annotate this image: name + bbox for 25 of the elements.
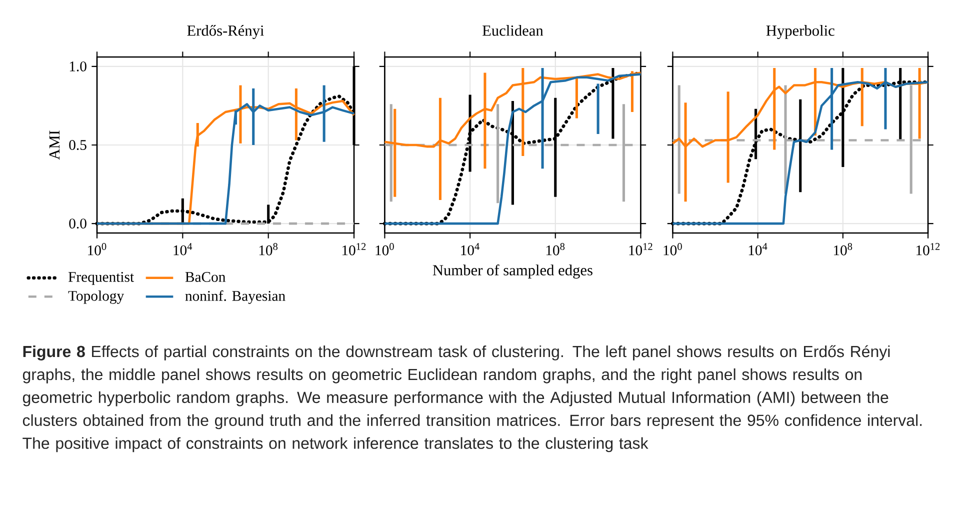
x-tick-label: 10$^{12}$: [916, 243, 940, 256]
x-tick-label: 10$^{0}$: [376, 243, 394, 256]
legend-label: BaCon: [185, 272, 226, 282]
legend-label: Frequentist: [68, 272, 134, 285]
chart-title: Erdős-Rényi: [187, 25, 264, 39]
x-tick-label: 10$^{8}$: [259, 243, 278, 256]
text: Figure 8 Effects of partial constraints on the downstream task of clustering. The left panel shows results on Erdős Rényi graphs, the middle panel shows results on geometric Euclidean random graphs, and the right panel shows results on geometric hyperbolic random graphs. We measure performance with the Adjusted Mutual Information (AMI) between the clusters obtained from the ground truth and the inferred transition matrices. Error bars represent the 95% confidence interval. The positive impact of constraints on network inference translates to the clustering task: [22, 345, 922, 452]
x-tick-label: 10$^{0}$: [664, 243, 682, 256]
x-tick-label: 10$^{4}$: [461, 243, 480, 256]
x-tick-label: 10$^{4}$: [174, 243, 192, 256]
y-axis-title: AMI: [49, 130, 60, 160]
y-tick-label: 1.0: [70, 61, 86, 72]
x-tick-label: 10$^{4}$: [748, 243, 768, 256]
y-tick-label: 0.0: [69, 218, 86, 229]
x-tick-label: 10$^{0}$: [88, 243, 106, 256]
legend-label: noninf. Bayesian: [185, 290, 286, 304]
y-tick-label: 0.5: [69, 140, 86, 150]
legend-label: Topology: [68, 290, 124, 304]
x-tick-label: 10$^{12}$: [629, 243, 652, 256]
chart-title: Hyperbolic: [766, 25, 834, 39]
x-tick-label: 10$^{12}$: [342, 243, 366, 256]
x-tick-label: 10$^{8}$: [834, 243, 852, 256]
x-tick-label: 10$^{8}$: [546, 243, 565, 256]
chart-title: Euclidean: [482, 25, 544, 36]
x-axis-title: Number of sampled edges: [432, 264, 592, 279]
